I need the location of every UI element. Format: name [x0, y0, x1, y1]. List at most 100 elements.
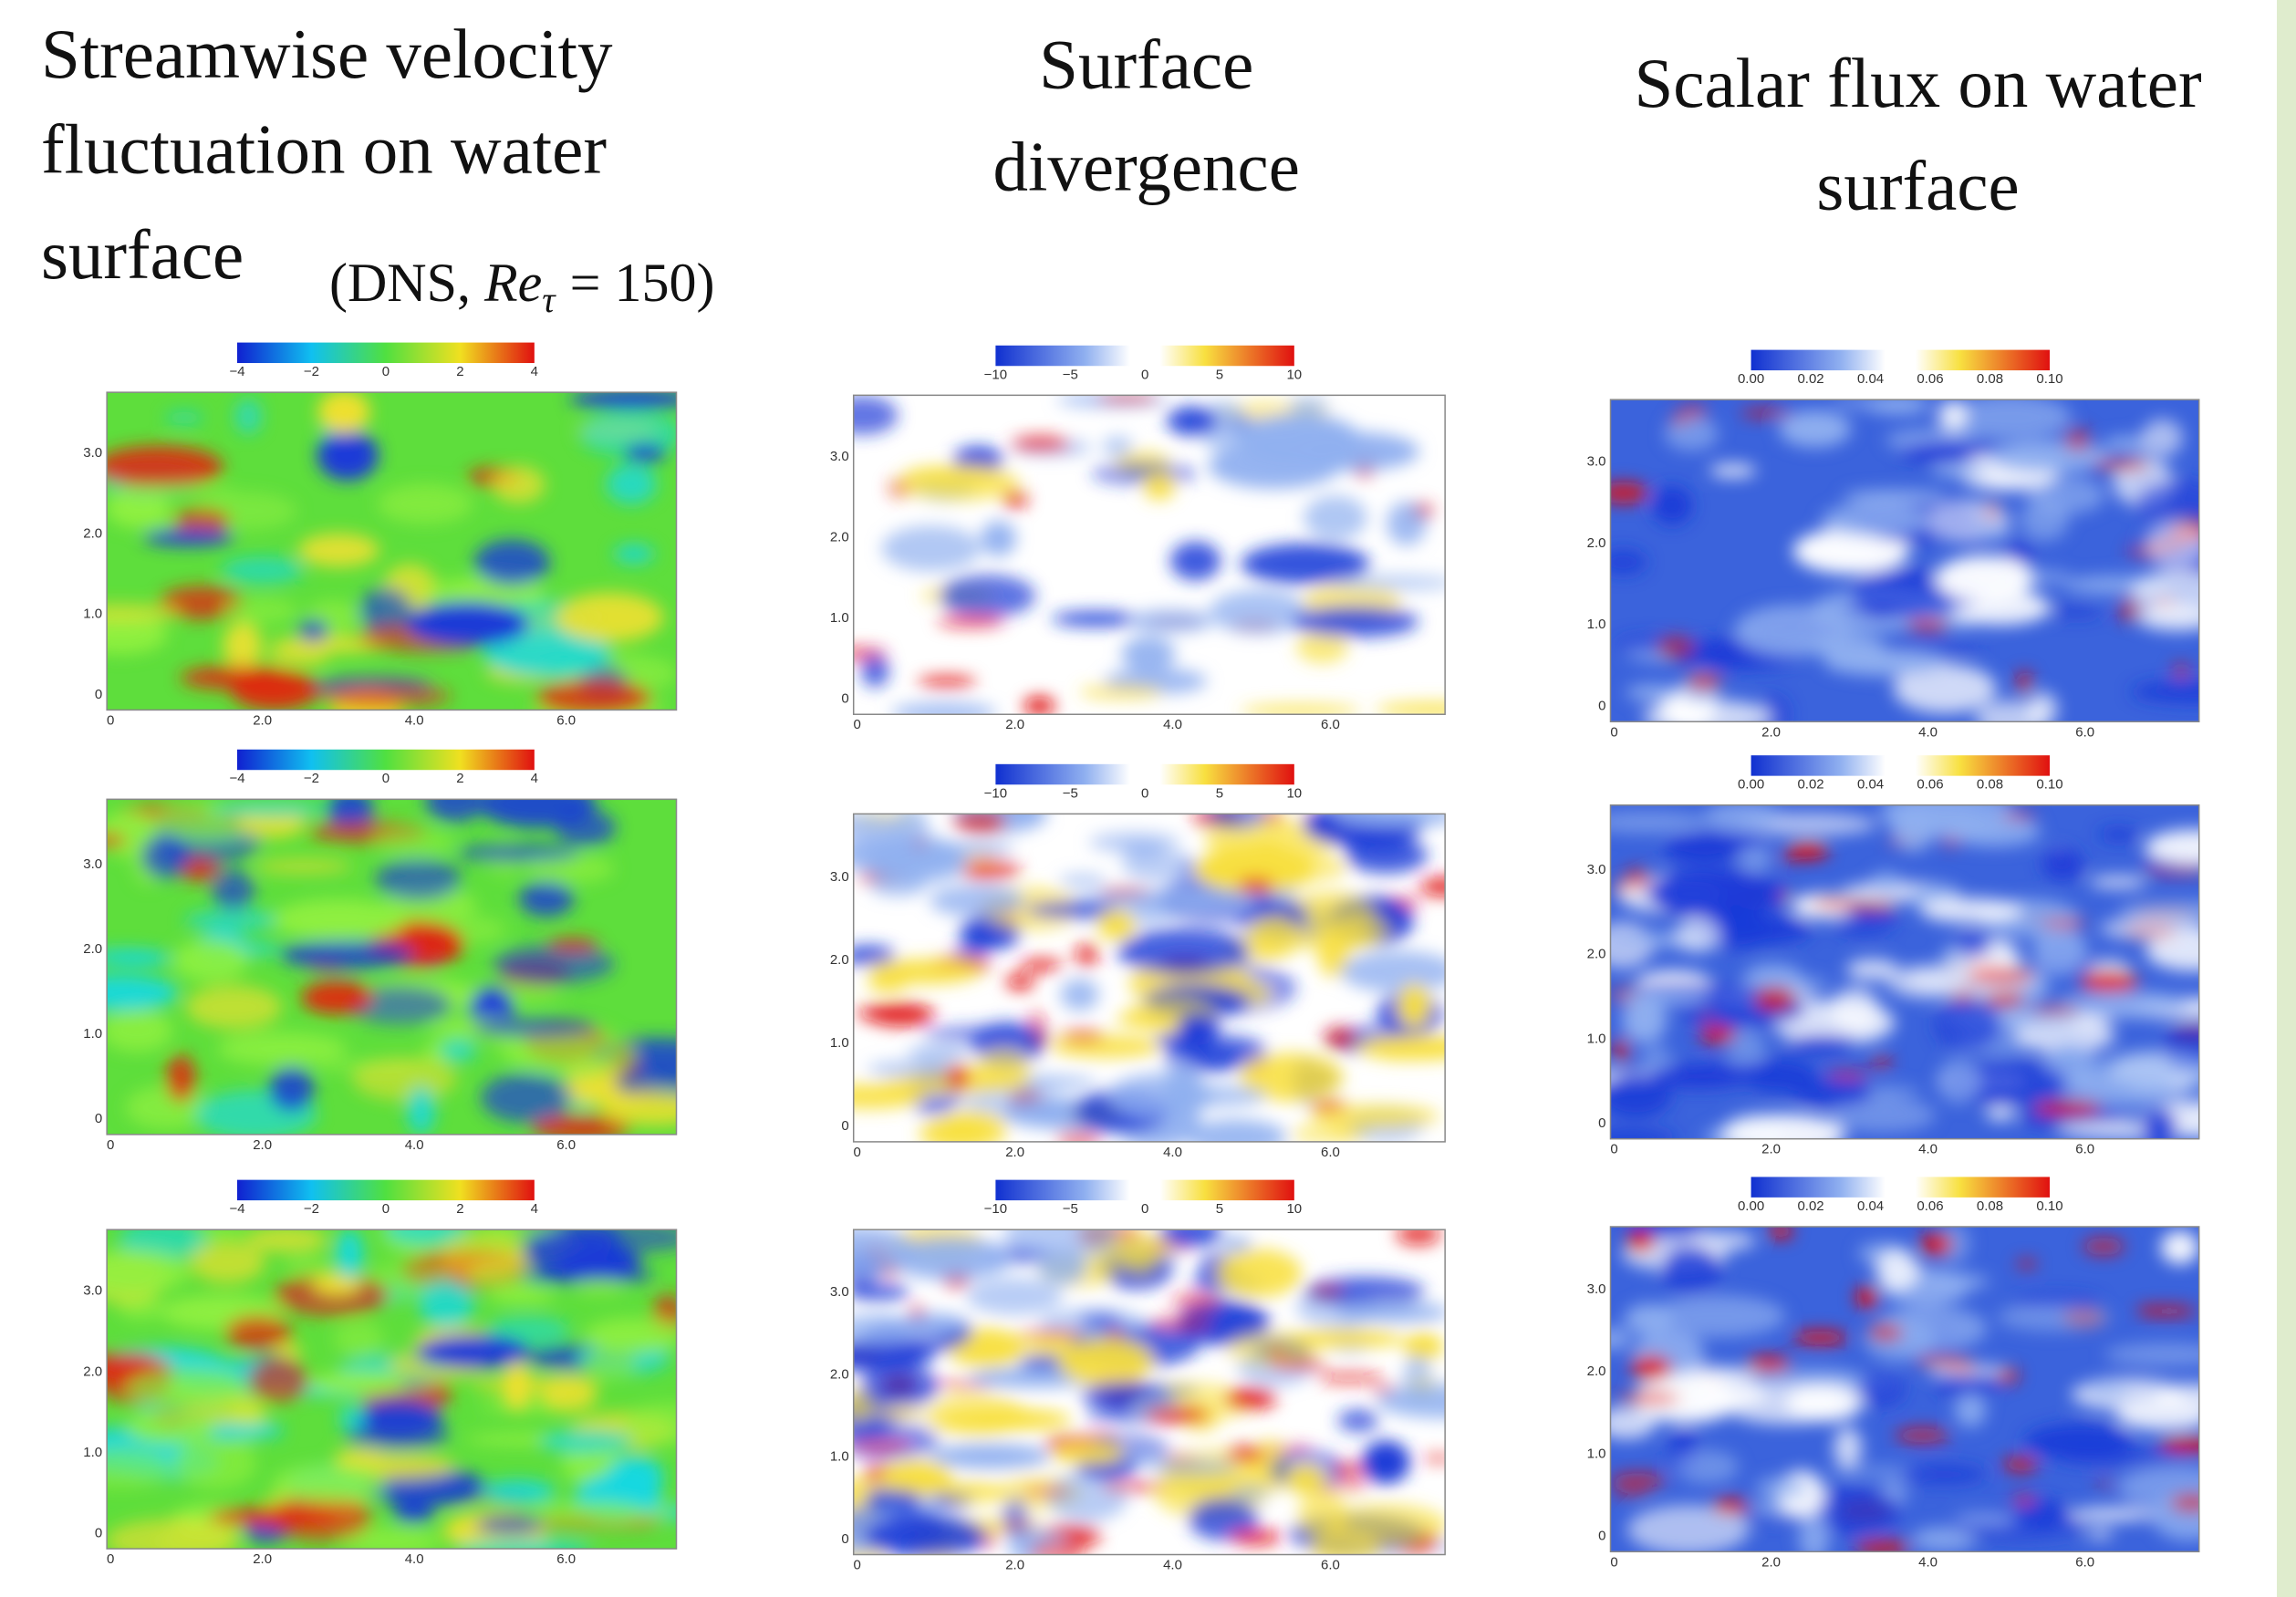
- field-blob: [107, 1448, 172, 1489]
- field-blob: [2055, 990, 2192, 1018]
- field-blob: [1925, 1364, 2008, 1377]
- field-blob: [1102, 436, 1133, 457]
- plot-frame: [852, 394, 1446, 715]
- field-blob: [1867, 1324, 1903, 1342]
- y-tick-label: 1.0: [830, 610, 849, 626]
- field-blob: [1855, 1286, 1879, 1309]
- field-blob: [484, 1315, 571, 1345]
- field-blob: [419, 1280, 474, 1329]
- field-blob: [1091, 462, 1198, 485]
- colorbar-tick-label: 0.02: [1797, 1198, 1823, 1214]
- field-blob: [1038, 1249, 1087, 1285]
- y-tick-label: 0: [95, 1525, 102, 1540]
- x-tick-label: 4.0: [1918, 1142, 1938, 1157]
- field-blob: [1220, 1236, 1252, 1253]
- field-blob: [1629, 1354, 1672, 1381]
- field-blob: [107, 614, 168, 655]
- field-blob: [1060, 979, 1099, 1011]
- field-blob: [1650, 1294, 1786, 1338]
- field-blob: [1051, 1444, 1125, 1465]
- field-blob: [1792, 1078, 1874, 1108]
- field-blob: [1798, 1513, 1830, 1552]
- y-tick-label: 0: [1598, 1529, 1605, 1544]
- field-blob: [473, 539, 550, 586]
- field-blob: [526, 1501, 652, 1527]
- field-blob: [1845, 959, 1899, 980]
- x-tick-label: 4.0: [1918, 724, 1938, 740]
- field-blob: [2084, 1384, 2132, 1399]
- field-blob: [2033, 1101, 2102, 1116]
- field-blob: [272, 1464, 387, 1503]
- field-panel: 0.00 0.02 0.04 0.06 0.08 0.10 0 1.0 2.0 3.0 0 2.0 4.…: [1587, 755, 2200, 1157]
- field-blob: [1875, 1250, 1919, 1291]
- x-tick-label: 0: [1610, 1142, 1617, 1157]
- field-blob: [1003, 1229, 1119, 1258]
- field-blob: [1025, 902, 1121, 918]
- field-blob: [1129, 609, 1213, 633]
- field-blob: [1610, 482, 1649, 504]
- plot-frame: [106, 1229, 678, 1550]
- field-blob: [1906, 618, 1949, 633]
- field-blob: [272, 898, 407, 940]
- field-blob: [880, 1075, 1011, 1094]
- colorbar-tick-label: 0.10: [2036, 777, 2062, 793]
- x-tick-label: 6.0: [1321, 717, 1340, 732]
- field-blob: [940, 1480, 1006, 1503]
- field-blob: [234, 399, 263, 435]
- field-blob: [1144, 1459, 1238, 1475]
- field-blob: [285, 1255, 332, 1277]
- field-blob: [1934, 1000, 2002, 1052]
- field-blob: [178, 856, 220, 882]
- field-blob: [853, 1420, 940, 1462]
- y-tick-label: 3.0: [830, 869, 849, 885]
- field-blob: [1920, 897, 2022, 924]
- field-blob: [2016, 1260, 2037, 1268]
- plot-frame: [106, 391, 678, 711]
- field-blob: [613, 544, 655, 564]
- field-blob: [1871, 1056, 1892, 1069]
- field-blob: [483, 629, 611, 678]
- field-blob: [1787, 842, 1829, 860]
- colorbar-tick-label: −2: [304, 364, 319, 379]
- field-blob: [898, 1313, 967, 1336]
- field-blob: [525, 854, 615, 884]
- field-blob: [377, 483, 473, 524]
- field-blob: [2011, 1495, 2036, 1504]
- field-blob: [439, 1231, 529, 1280]
- colorbar: [1751, 1177, 2050, 1198]
- field-blob: [190, 1241, 265, 1283]
- y-tick-label: 3.0: [83, 856, 102, 872]
- field-blob: [1186, 1119, 1287, 1142]
- field-blob: [297, 619, 329, 643]
- field-blob: [1985, 1107, 2016, 1120]
- x-tick-label: 6.0: [556, 1137, 576, 1153]
- field-blob: [308, 1372, 407, 1394]
- field-blob: [1738, 845, 1771, 873]
- field-blob: [301, 980, 373, 1015]
- y-tick-label: 3.0: [83, 445, 102, 461]
- field-blob: [1023, 697, 1055, 715]
- field-blob: [2079, 970, 2139, 992]
- field-blob: [1323, 1026, 1357, 1050]
- colorbar-tick-label: 10: [1286, 1201, 1302, 1217]
- field-blob: [1842, 489, 1948, 505]
- field-blob: [1117, 928, 1251, 975]
- field-blob: [1208, 814, 1268, 829]
- y-tick-label: 2.0: [83, 1364, 102, 1379]
- field-blob: [2131, 679, 2199, 704]
- field-blob: [107, 489, 171, 528]
- field-blob: [1893, 664, 1997, 714]
- field-blob: [853, 1084, 925, 1109]
- field-blob: [1614, 1392, 1680, 1405]
- colorbar-tick-label: −10: [984, 1201, 1007, 1217]
- field-blob: [221, 556, 305, 585]
- field-blob: [334, 1449, 388, 1461]
- x-tick-label: 4.0: [1163, 1558, 1182, 1573]
- y-tick-label: 1.0: [83, 1026, 102, 1042]
- field-blob: [606, 1456, 664, 1499]
- field-blob: [426, 577, 511, 610]
- field-blob: [2134, 479, 2199, 528]
- plot-frame: [1609, 804, 2200, 1140]
- field-blob: [1988, 440, 2111, 473]
